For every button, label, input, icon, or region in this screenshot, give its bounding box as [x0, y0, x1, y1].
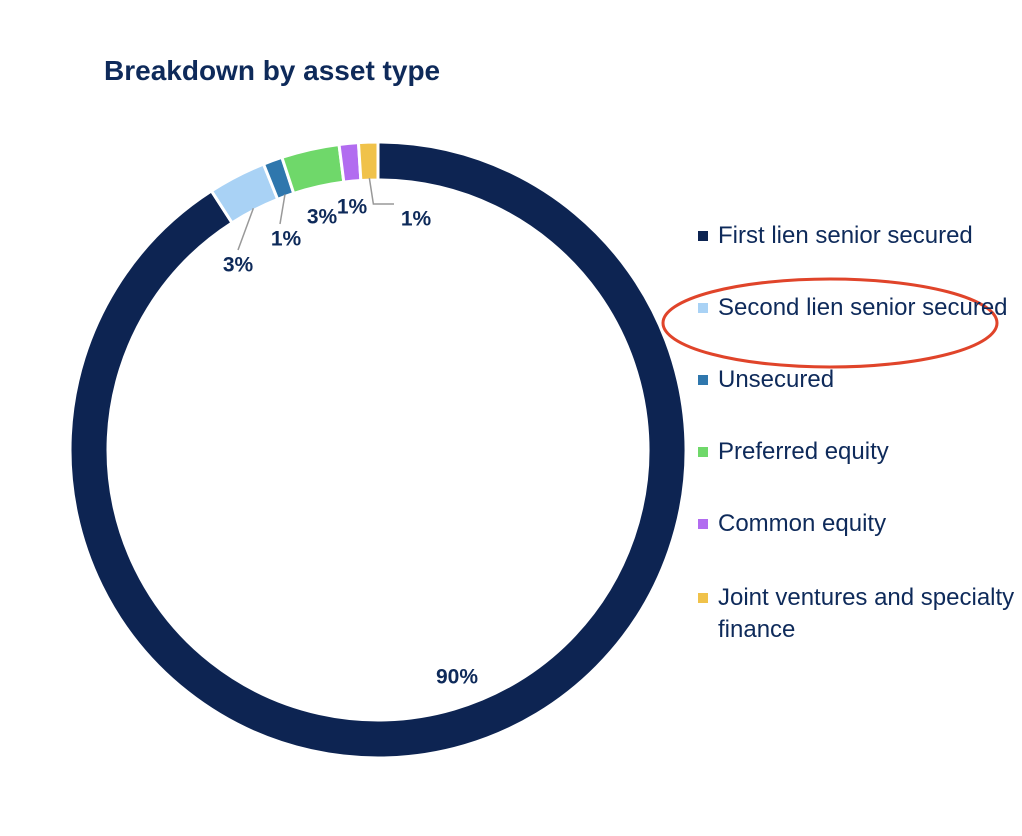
legend-item: Joint ventures and specialty finance — [698, 582, 1018, 646]
legend-swatch — [698, 593, 708, 603]
legend-label: Second lien senior secured — [718, 294, 1008, 321]
leader-line — [237, 207, 255, 251]
legend-swatch — [698, 447, 708, 457]
donut-slice — [68, 140, 688, 760]
legend-swatch — [698, 303, 708, 313]
legend-label: Common equity — [718, 510, 887, 537]
data-label: 90% — [436, 666, 478, 689]
donut-slice — [356, 140, 380, 183]
data-label: 1% — [401, 208, 432, 231]
data-label: 3% — [307, 206, 338, 229]
legend-item: Preferred equity — [698, 436, 1018, 468]
data-label: 1% — [337, 196, 368, 219]
data-label: 1% — [271, 228, 302, 251]
legend-item: Common equity — [698, 508, 1018, 540]
legend-label: Unsecured — [718, 366, 835, 393]
data-label: 3% — [223, 254, 254, 277]
legend-swatch — [698, 231, 708, 241]
legend-swatch — [698, 519, 708, 529]
donut: 90%3%1%3% 1%1% — [68, 140, 688, 760]
highlight-ellipse — [661, 277, 999, 369]
legend-item: Second lien senior secured — [698, 292, 1018, 324]
leader-line — [368, 178, 394, 205]
legend-item: First lien senior secured — [698, 220, 1018, 252]
legend-label: First lien senior secured — [718, 222, 973, 249]
legend-swatch — [698, 375, 708, 385]
legend-label: Joint ventures and specialty finance — [718, 584, 1015, 643]
donut-slice — [280, 142, 346, 196]
legend-item: Unsecured — [698, 364, 1018, 396]
chart-title: Breakdown by asset type — [104, 55, 440, 86]
leader-line — [279, 194, 286, 225]
legend-label: Preferred equity — [718, 438, 889, 465]
